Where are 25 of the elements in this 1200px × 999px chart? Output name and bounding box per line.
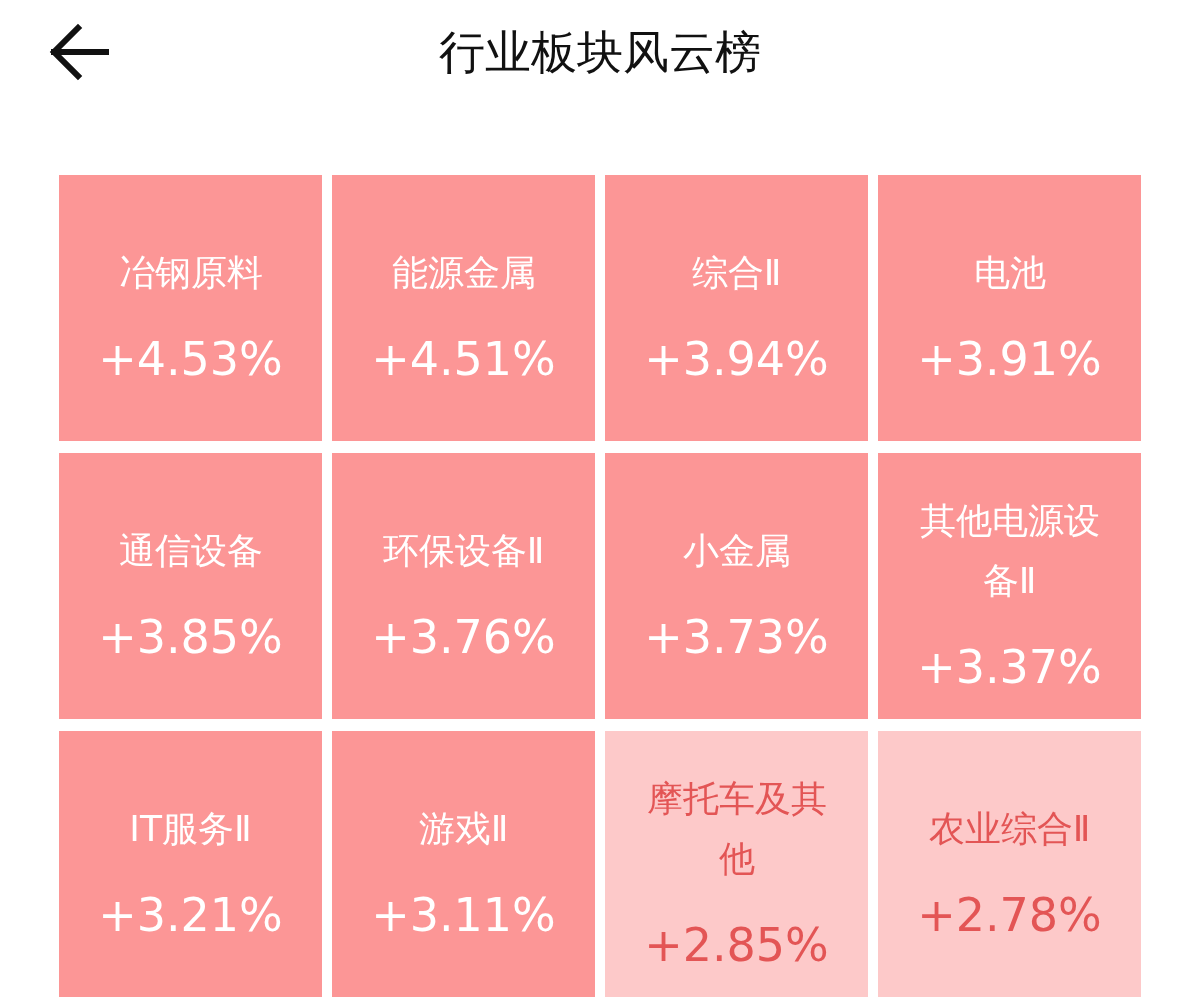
data-label: +3.76% — [371, 610, 556, 664]
category-label: 其他电源设备Ⅱ — [919, 500, 1100, 601]
data-label: +4.51% — [371, 332, 556, 386]
data-label: +3.91% — [917, 332, 1102, 386]
category-label: 能源金属 — [391, 252, 536, 293]
data-label: +4.53% — [98, 332, 283, 386]
data-label: +3.85% — [98, 610, 283, 664]
data-label: +3.21% — [98, 888, 283, 942]
category-label: 农业综合Ⅱ — [928, 808, 1091, 849]
data-label: +3.37% — [917, 640, 1102, 694]
category-label: IT服务Ⅱ — [129, 808, 252, 849]
category-label: 摩托车及其他 — [646, 778, 827, 879]
category-label: 小金属 — [682, 530, 791, 571]
data-label: +3.94% — [644, 332, 829, 386]
category-label: 环保设备Ⅱ — [382, 530, 545, 571]
category-label: 电池 — [973, 252, 1046, 293]
title: 行业板块风云榜 — [439, 25, 761, 79]
data-label: +3.73% — [644, 610, 829, 664]
category-label: 通信设备 — [118, 530, 263, 571]
category-label: 综合Ⅱ — [691, 252, 782, 293]
data-label: +2.78% — [917, 888, 1102, 942]
data-label: +2.85% — [644, 918, 829, 972]
category-label: 冶钢原料 — [118, 252, 263, 293]
data-label: +3.11% — [371, 888, 556, 942]
category-label: 游戏Ⅱ — [418, 808, 509, 849]
